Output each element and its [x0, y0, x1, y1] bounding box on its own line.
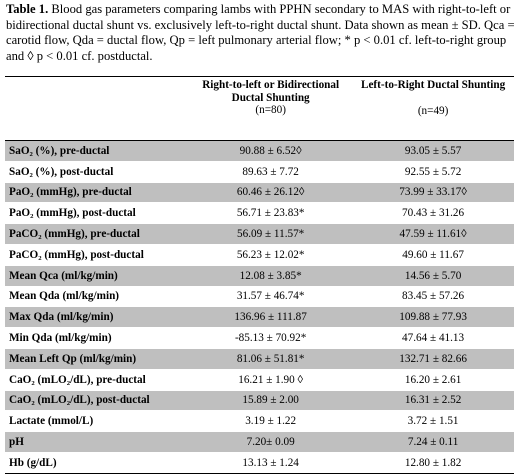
row-value-group-2: 49.60 ± 11.67 — [352, 244, 514, 266]
header-col-1: Right-to-left or Bidirectional Ductal Sh… — [189, 76, 353, 141]
caption-text: Blood gas parameters comparing lambs wit… — [6, 2, 515, 63]
table-row: Lactate (mmol/L) 3.19 ± 1.22 3.72 ± 1.51 — [5, 410, 514, 433]
row-value-group-1: 90.88 ± 6.52◊ — [189, 140, 353, 162]
row-value-group-2: 7.24 ± 0.11 — [352, 431, 514, 453]
table-row: PaCO₂ (mmHg), post-ductal 56.23 ± 12.02* 4… — [5, 244, 514, 266]
row-value-group-1: 56.23 ± 12.02* — [189, 244, 353, 266]
header-row: Right-to-left or Bidirectional Ductal Sh… — [5, 76, 514, 141]
row-value-group-2: 47.59 ± 11.61◊ — [352, 223, 514, 245]
row-label: pH — [5, 431, 190, 453]
header-col-2: Left-to-Right Ductal Shunting (n=49) — [352, 76, 514, 141]
row-value-group-1: 56.09 ± 11.57* — [189, 223, 353, 245]
row-label: PaO₂ (mmHg), pre-ductal — [5, 182, 190, 204]
table-header: Right-to-left or Bidirectional Ductal Sh… — [5, 76, 514, 141]
row-value-group-2: 93.05 ± 5.57 — [352, 140, 514, 162]
caption-title: Table 1. — [6, 2, 49, 16]
table-caption: Table 1. Blood gas parameters comparing … — [6, 2, 516, 64]
table-row: Max Qda (ml/kg/min) 136.96 ± 111.87 109.88… — [5, 306, 514, 329]
table-row: SaO₂ (%), pre-ductal 90.88 ± 6.52◊ 93.05 ±… — [5, 140, 514, 162]
row-value-group-1: 136.96 ± 111.87 — [189, 306, 353, 329]
row-value-group-2: 73.99 ± 33.17◊ — [352, 182, 514, 204]
table-row: CaO₂ (mLO₂/dL), pre-ductal 16.21 ± 1.90 ◊… — [5, 369, 514, 391]
row-label: Mean Qda (ml/kg/min) — [5, 286, 190, 308]
row-label: Hb (g/dL) — [5, 452, 190, 474]
header-col-1-n: (n=80) — [255, 104, 286, 116]
row-label: Mean Qca (ml/kg/min) — [5, 265, 190, 287]
table-row: PaO₂ (mmHg), pre-ductal 60.46 ± 26.12◊ 73.… — [5, 182, 514, 204]
row-label: PaO₂ (mmHg), post-ductal — [5, 202, 190, 225]
row-value-group-1: 31.57 ± 46.74* — [189, 286, 353, 308]
table-row: SaO₂ (%), post-ductal 89.63 ± 7.72 92.55 ±… — [5, 161, 514, 183]
row-label: Lactate (mmol/L) — [5, 410, 190, 433]
row-label: Mean Left Qp (ml/kg/min) — [5, 348, 190, 370]
row-label: SaO₂ (%), pre-ductal — [5, 140, 190, 162]
row-value-group-1: 16.21 ± 1.90 ◊ — [189, 369, 353, 391]
row-value-group-2: 12.80 ± 1.82 — [352, 452, 514, 474]
row-value-group-2: 14.56 ± 5.70 — [352, 265, 514, 287]
row-value-group-1: 12.08 ± 3.85* — [189, 265, 353, 287]
row-value-group-1: 13.13 ± 1.24 — [189, 452, 353, 474]
row-value-group-2: 92.55 ± 5.72 — [352, 161, 514, 183]
table-body: SaO₂ (%), pre-ductal 90.88 ± 6.52◊ 93.05 ±… — [5, 140, 514, 474]
row-value-group-1: 81.06 ± 51.81* — [189, 348, 353, 370]
table-row: PaO₂ (mmHg), post-ductal 56.71 ± 23.83* 70… — [5, 202, 514, 225]
header-col-2-n: (n=49) — [417, 104, 449, 117]
row-value-group-2: 47.64 ± 41.13 — [352, 327, 514, 349]
row-value-group-1: 7.20± 0.09 — [189, 431, 353, 453]
data-table: Right-to-left or Bidirectional Ductal Sh… — [5, 76, 514, 474]
row-value-group-1: 15.89 ± 2.00 — [189, 390, 353, 412]
row-value-group-2: 109.88 ± 77.93 — [352, 306, 514, 329]
header-col-1-label: Right-to-left or Bidirectional Ductal Sh… — [202, 79, 340, 104]
table-row: CaO₂ (mLO₂/dL), post-ductal 15.89 ± 2.00 1… — [5, 390, 514, 412]
row-value-group-2: 16.31 ± 2.52 — [352, 390, 514, 412]
row-value-group-2: 16.20 ± 2.61 — [352, 369, 514, 391]
row-value-group-1: 60.46 ± 26.12◊ — [189, 182, 353, 204]
row-value-group-2: 3.72 ± 1.51 — [352, 410, 514, 433]
row-value-group-1: 56.71 ± 23.83* — [189, 202, 353, 225]
row-label: CaO₂ (mLO₂/dL), pre-ductal — [5, 369, 190, 391]
table-row: PaCO₂ (mmHg), pre-ductal 56.09 ± 11.57* 47… — [5, 223, 514, 245]
row-label: PaCO₂ (mmHg), post-ductal — [5, 244, 190, 266]
table-row: Mean Qca (ml/kg/min) 12.08 ± 3.85* 14.56 ±… — [5, 265, 514, 287]
table-row: Mean Qda (ml/kg/min) 31.57 ± 46.74* 83.45 … — [5, 286, 514, 308]
row-value-group-2: 83.45 ± 57.26 — [352, 286, 514, 308]
header-col-2-label: Left-to-Right Ductal Shunting — [360, 79, 506, 91]
row-value-group-2: 70.43 ± 31.26 — [352, 202, 514, 225]
row-value-group-2: 132.71 ± 82.66 — [352, 348, 514, 370]
row-value-group-1: -85.13 ± 70.92* — [189, 327, 353, 349]
table-row: Min Qda (ml/kg/min) -85.13 ± 70.92* 47.64 … — [5, 327, 514, 349]
row-label: SaO₂ (%), post-ductal — [5, 161, 190, 183]
table-row: Mean Left Qp (ml/kg/min) 81.06 ± 51.81* 13… — [5, 348, 514, 370]
row-value-group-1: 89.63 ± 7.72 — [189, 161, 353, 183]
table-row: Hb (g/dL) 13.13 ± 1.24 12.80 ± 1.82 — [5, 452, 514, 474]
header-blank — [5, 76, 190, 141]
row-label: Max Qda (ml/kg/min) — [5, 306, 190, 329]
row-label: Min Qda (ml/kg/min) — [5, 327, 190, 349]
row-label: CaO₂ (mLO₂/dL), post-ductal — [5, 390, 190, 412]
row-value-group-1: 3.19 ± 1.22 — [189, 410, 353, 433]
table-row: pH 7.20± 0.09 7.24 ± 0.11 — [5, 431, 514, 453]
row-label: PaCO₂ (mmHg), pre-ductal — [5, 223, 190, 245]
